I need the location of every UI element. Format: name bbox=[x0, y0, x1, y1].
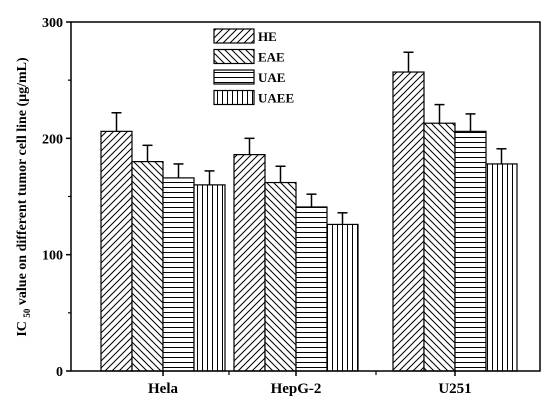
legend-label-eae: EAE bbox=[258, 50, 285, 65]
legend-swatch-uaee bbox=[213, 89, 255, 106]
y-tick-label-100: 100 bbox=[42, 249, 63, 264]
y-tick-label-200: 200 bbox=[42, 132, 63, 147]
ticks-layer: Hela HepG-2 U251 0 100 200 300 bbox=[42, 16, 472, 397]
bar-uaee-hela bbox=[193, 184, 226, 372]
bar-eae-u251 bbox=[423, 122, 456, 372]
bars-layer bbox=[100, 51, 518, 372]
y-axis-title: IC 50 value on different tumor cell line… bbox=[15, 57, 34, 337]
y-tick-label-300: 300 bbox=[42, 16, 63, 31]
legend: HE EAE UAE UAEE bbox=[213, 28, 294, 106]
bar-uae-hela bbox=[162, 177, 195, 372]
bar-eae-hela bbox=[131, 161, 164, 372]
x-tick-label-hepg-2: HepG-2 bbox=[271, 381, 322, 397]
y-tick-label-0: 0 bbox=[56, 365, 63, 380]
bar-he-u251 bbox=[392, 71, 425, 372]
legend-swatch-eae bbox=[213, 48, 255, 65]
y-axis-title-prefix: IC bbox=[15, 321, 30, 337]
x-tick-label-u251: U251 bbox=[438, 381, 471, 397]
y-axis-title-suffix: value on different tumor cell line (μg/m… bbox=[15, 57, 30, 305]
bar-uae-hepg-2 bbox=[295, 206, 328, 372]
bar-uaee-hepg-2 bbox=[326, 223, 359, 372]
x-tick-label-hela: Hela bbox=[148, 381, 178, 397]
bar-uaee-u251 bbox=[485, 163, 518, 372]
legend-swatch-he bbox=[213, 28, 255, 44]
legend-label-uae: UAE bbox=[258, 70, 285, 85]
bar-uae-u251 bbox=[454, 130, 487, 372]
bar-he-hela bbox=[100, 130, 133, 372]
legend-label-he: HE bbox=[258, 29, 277, 44]
bar-eae-hepg-2 bbox=[264, 181, 297, 372]
legend-swatch-uae bbox=[213, 69, 255, 85]
bar-he-hepg-2 bbox=[233, 154, 266, 372]
y-axis-title-subscript: 50 bbox=[22, 308, 32, 318]
legend-label-uaee: UAEE bbox=[258, 91, 294, 106]
